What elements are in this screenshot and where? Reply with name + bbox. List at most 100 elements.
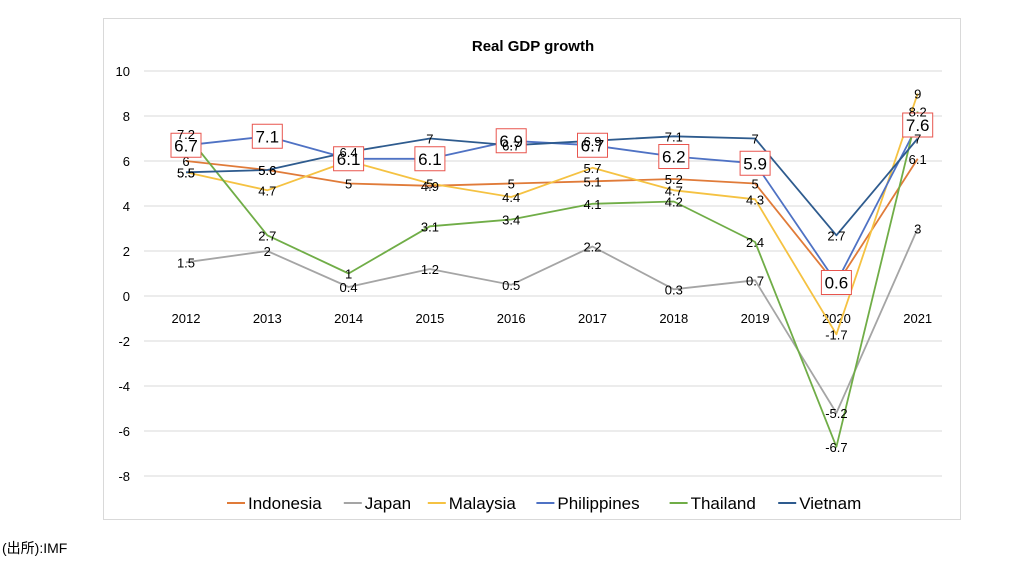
highlight-box xyxy=(414,146,446,172)
data-label-text: 3.4 xyxy=(502,213,520,228)
data-label-philippines: 7.6 xyxy=(902,112,934,138)
legend-label: Japan xyxy=(365,494,411,513)
data-label-malaysia: 4.7 xyxy=(665,183,683,198)
chart-title: Real GDP growth xyxy=(472,38,594,55)
x-tick-label: 2018 xyxy=(659,311,688,326)
data-label-japan: 1.5 xyxy=(177,255,195,270)
data-label-text: 6.2 xyxy=(662,148,686,167)
data-label-philippines: 7.1 xyxy=(251,123,283,149)
data-label-text: 5.5 xyxy=(177,165,195,180)
data-label-text: 9 xyxy=(914,87,921,102)
data-label-text: 5 xyxy=(345,177,352,192)
data-label-vietnam: 2.7 xyxy=(827,228,845,243)
data-label-thailand: 2.4 xyxy=(746,235,764,250)
data-label-indonesia: 6 xyxy=(182,154,189,169)
legend-label: Vietnam xyxy=(799,494,861,513)
data-label-text: 7.2 xyxy=(177,127,195,142)
data-label-text: 6.9 xyxy=(583,134,601,149)
data-label-text: 1.5 xyxy=(177,255,195,270)
data-label-japan: 0.7 xyxy=(746,273,764,288)
data-label-indonesia: 4.9 xyxy=(421,179,439,194)
data-label-text: 4.3 xyxy=(746,192,764,207)
gridlines xyxy=(144,70,942,477)
series-line-vietnam xyxy=(185,135,919,237)
data-label-vietnam: 6.4 xyxy=(340,145,358,160)
data-label-text: 1 xyxy=(345,267,352,282)
series-line-thailand xyxy=(185,111,919,448)
data-label-japan: 0.5 xyxy=(502,278,520,293)
data-label-text: 6.9 xyxy=(499,132,523,151)
legend-label: Malaysia xyxy=(449,494,517,513)
legend-item-thailand: Thailand xyxy=(669,494,756,513)
data-label-thailand: 4.2 xyxy=(665,195,683,210)
x-axis-labels: 2012 2013 2014 2015 2016 2017 2018 2019 2020 2021 xyxy=(172,311,933,326)
data-label-text: 2.7 xyxy=(827,228,845,243)
x-tick-label: 2013 xyxy=(253,311,282,326)
data-label-malaysia: 5.7 xyxy=(583,161,601,176)
data-label-japan: 0.4 xyxy=(340,280,358,295)
data-label-malaysia: -1.7 xyxy=(825,327,847,342)
legend-item-malaysia: Malaysia xyxy=(427,494,517,513)
data-label-indonesia: 5 xyxy=(751,177,758,192)
source-note: (出所):IMF xyxy=(2,540,68,556)
data-label-text: 8.2 xyxy=(909,105,927,120)
data-label-japan: 2 xyxy=(264,244,271,259)
highlight-box xyxy=(577,132,608,158)
data-label-text: 0.7 xyxy=(746,273,764,288)
data-label-text: 7.6 xyxy=(906,116,930,135)
data-label-thailand: -6.7 xyxy=(825,440,847,455)
data-label-thailand: 1 xyxy=(345,267,352,282)
data-label-indonesia: 5.1 xyxy=(583,174,601,189)
data-label-malaysia: 9 xyxy=(914,87,921,102)
data-label-malaysia: 4.4 xyxy=(502,190,520,205)
data-label-text: 4.2 xyxy=(665,195,683,210)
data-label-text: 3 xyxy=(914,222,921,237)
data-label-vietnam: 7 xyxy=(914,132,921,147)
data-label-text: 5.9 xyxy=(743,154,767,173)
series-line-malaysia xyxy=(185,93,919,336)
data-label-text: 4.4 xyxy=(502,190,520,205)
data-label-text: 6.1 xyxy=(337,150,361,169)
data-label-text: 5.6 xyxy=(258,163,276,178)
data-label-indonesia: 5 xyxy=(508,177,515,192)
data-label-text: 6.7 xyxy=(174,136,198,155)
data-label-text: 7.1 xyxy=(665,129,683,144)
data-label-text: 3.1 xyxy=(421,219,439,234)
data-label-vietnam: 7.1 xyxy=(665,129,683,144)
y-tick-label: 2 xyxy=(123,244,130,259)
series-line-philippines xyxy=(185,124,919,284)
highlight-box xyxy=(170,132,202,158)
data-label-text: 7.1 xyxy=(255,127,279,146)
data-label-philippines: 6.7 xyxy=(170,132,202,158)
data-label-text: 0.5 xyxy=(502,278,520,293)
data-label-vietnam: 6.9 xyxy=(583,134,601,149)
data-label-vietnam: 5.6 xyxy=(258,163,276,178)
data-label-vietnam: 7 xyxy=(751,132,758,147)
data-label-text: 6.1 xyxy=(909,152,927,167)
data-label-text: 5.5 xyxy=(177,165,195,180)
y-axis-labels: -8 -6 -4 -2 0 2 4 6 8 10 xyxy=(116,64,130,484)
data-label-text: -5.2 xyxy=(825,406,847,421)
y-tick-label: 6 xyxy=(123,154,130,169)
x-tick-label: 2012 xyxy=(172,311,201,326)
data-label-text: 0.6 xyxy=(825,274,849,293)
data-label-text: 5 xyxy=(751,177,758,192)
series-lines xyxy=(185,93,919,448)
data-label-text: 2.7 xyxy=(258,228,276,243)
data-label-philippines: 0.6 xyxy=(820,270,852,295)
x-tick-label: 2017 xyxy=(578,311,607,326)
highlight-box xyxy=(902,112,934,138)
x-tick-label: 2016 xyxy=(497,311,526,326)
legend-item-philippines: Philippines xyxy=(536,494,640,513)
data-label-text: 6.4 xyxy=(340,145,358,160)
x-tick-label: 2019 xyxy=(741,311,770,326)
data-label-thailand: 7.2 xyxy=(177,127,195,142)
highlight-box xyxy=(251,123,283,149)
y-tick-label: 8 xyxy=(123,109,130,124)
data-label-text: 6.7 xyxy=(581,136,605,155)
x-tick-label: 2015 xyxy=(415,311,444,326)
y-tick-label: 0 xyxy=(123,289,130,304)
y-tick-label: 4 xyxy=(123,199,130,214)
data-label-text: 7 xyxy=(751,132,758,147)
data-label-text: 0.4 xyxy=(340,280,358,295)
